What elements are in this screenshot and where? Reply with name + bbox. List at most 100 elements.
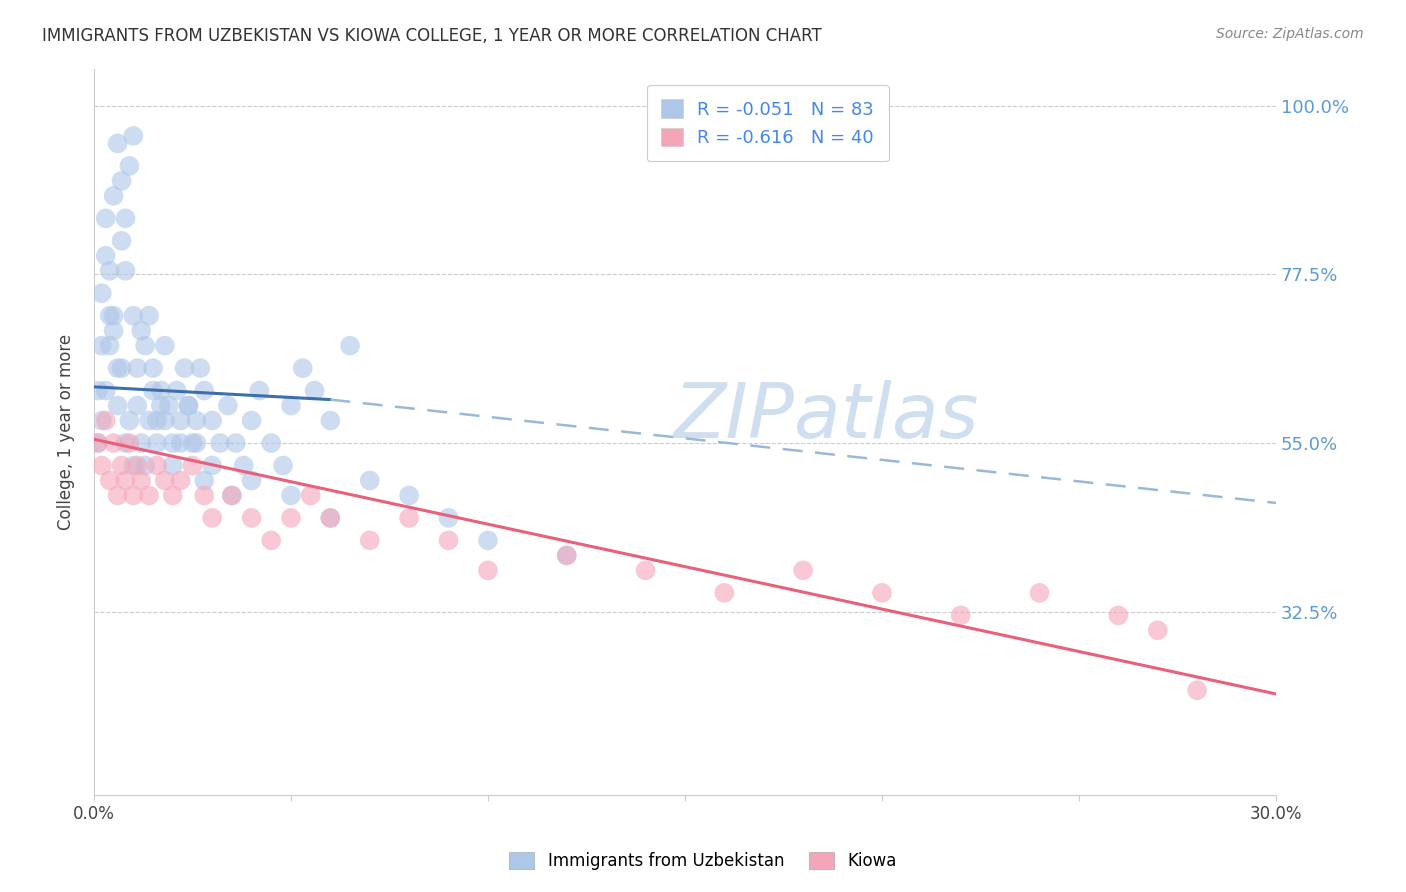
Point xyxy=(94,384,117,398)
Point xyxy=(122,128,145,143)
Point xyxy=(291,361,314,376)
Point xyxy=(129,436,152,450)
Point xyxy=(122,309,145,323)
Point xyxy=(186,413,208,427)
Text: ZIPatlas: ZIPatlas xyxy=(673,380,980,454)
Point xyxy=(1146,624,1168,638)
Point xyxy=(90,286,112,301)
Point xyxy=(201,511,224,525)
Point xyxy=(217,399,239,413)
Point xyxy=(129,474,152,488)
Point xyxy=(149,384,172,398)
Point xyxy=(260,533,283,548)
Point xyxy=(193,384,215,398)
Point xyxy=(240,511,263,525)
Legend: R = -0.051   N = 83, R = -0.616   N = 40: R = -0.051 N = 83, R = -0.616 N = 40 xyxy=(647,85,889,161)
Point xyxy=(110,458,132,473)
Y-axis label: College, 1 year or more: College, 1 year or more xyxy=(58,334,75,530)
Point xyxy=(201,413,224,427)
Point xyxy=(118,436,141,450)
Point xyxy=(1028,586,1050,600)
Point xyxy=(177,399,200,413)
Point xyxy=(319,413,342,427)
Point xyxy=(713,586,735,600)
Point xyxy=(103,324,125,338)
Point xyxy=(87,384,110,398)
Point xyxy=(319,511,342,525)
Point xyxy=(142,361,165,376)
Point xyxy=(146,436,169,450)
Point xyxy=(153,474,176,488)
Point xyxy=(110,234,132,248)
Point xyxy=(949,608,972,623)
Point xyxy=(186,436,208,450)
Point xyxy=(271,458,294,473)
Point xyxy=(193,474,215,488)
Point xyxy=(221,488,243,502)
Point xyxy=(107,136,129,151)
Point xyxy=(118,413,141,427)
Point xyxy=(114,211,136,226)
Point xyxy=(138,413,160,427)
Point xyxy=(280,511,302,525)
Point xyxy=(129,324,152,338)
Point xyxy=(134,339,156,353)
Point xyxy=(103,436,125,450)
Text: IMMIGRANTS FROM UZBEKISTAN VS KIOWA COLLEGE, 1 YEAR OR MORE CORRELATION CHART: IMMIGRANTS FROM UZBEKISTAN VS KIOWA COLL… xyxy=(42,27,823,45)
Point xyxy=(208,436,231,450)
Point xyxy=(201,458,224,473)
Point xyxy=(157,399,180,413)
Point xyxy=(188,361,211,376)
Point xyxy=(240,474,263,488)
Point xyxy=(232,458,254,473)
Point xyxy=(280,488,302,502)
Point xyxy=(103,309,125,323)
Point xyxy=(169,436,191,450)
Point xyxy=(110,174,132,188)
Point xyxy=(146,458,169,473)
Point xyxy=(107,399,129,413)
Point xyxy=(299,488,322,502)
Point xyxy=(134,458,156,473)
Point xyxy=(127,399,149,413)
Point xyxy=(153,339,176,353)
Point xyxy=(177,399,200,413)
Point xyxy=(280,399,302,413)
Point xyxy=(359,474,381,488)
Point xyxy=(122,458,145,473)
Point xyxy=(162,458,184,473)
Point xyxy=(249,384,271,398)
Point xyxy=(477,563,499,577)
Point xyxy=(122,488,145,502)
Point xyxy=(181,458,204,473)
Point xyxy=(138,309,160,323)
Point xyxy=(555,549,578,563)
Point xyxy=(319,511,342,525)
Point xyxy=(114,436,136,450)
Point xyxy=(153,413,176,427)
Point xyxy=(173,361,195,376)
Point xyxy=(90,458,112,473)
Text: Source: ZipAtlas.com: Source: ZipAtlas.com xyxy=(1216,27,1364,41)
Point xyxy=(870,586,893,600)
Point xyxy=(634,563,657,577)
Legend: Immigrants from Uzbekistan, Kiowa: Immigrants from Uzbekistan, Kiowa xyxy=(502,845,904,877)
Point xyxy=(225,436,247,450)
Point xyxy=(98,309,121,323)
Point xyxy=(94,249,117,263)
Point xyxy=(98,339,121,353)
Point xyxy=(114,474,136,488)
Point xyxy=(107,488,129,502)
Point xyxy=(114,264,136,278)
Point xyxy=(398,511,420,525)
Point xyxy=(166,384,188,398)
Point xyxy=(98,474,121,488)
Point xyxy=(1185,683,1208,698)
Point xyxy=(118,159,141,173)
Point xyxy=(138,488,160,502)
Point xyxy=(193,488,215,502)
Point xyxy=(98,264,121,278)
Point xyxy=(127,458,149,473)
Point xyxy=(792,563,814,577)
Point xyxy=(142,384,165,398)
